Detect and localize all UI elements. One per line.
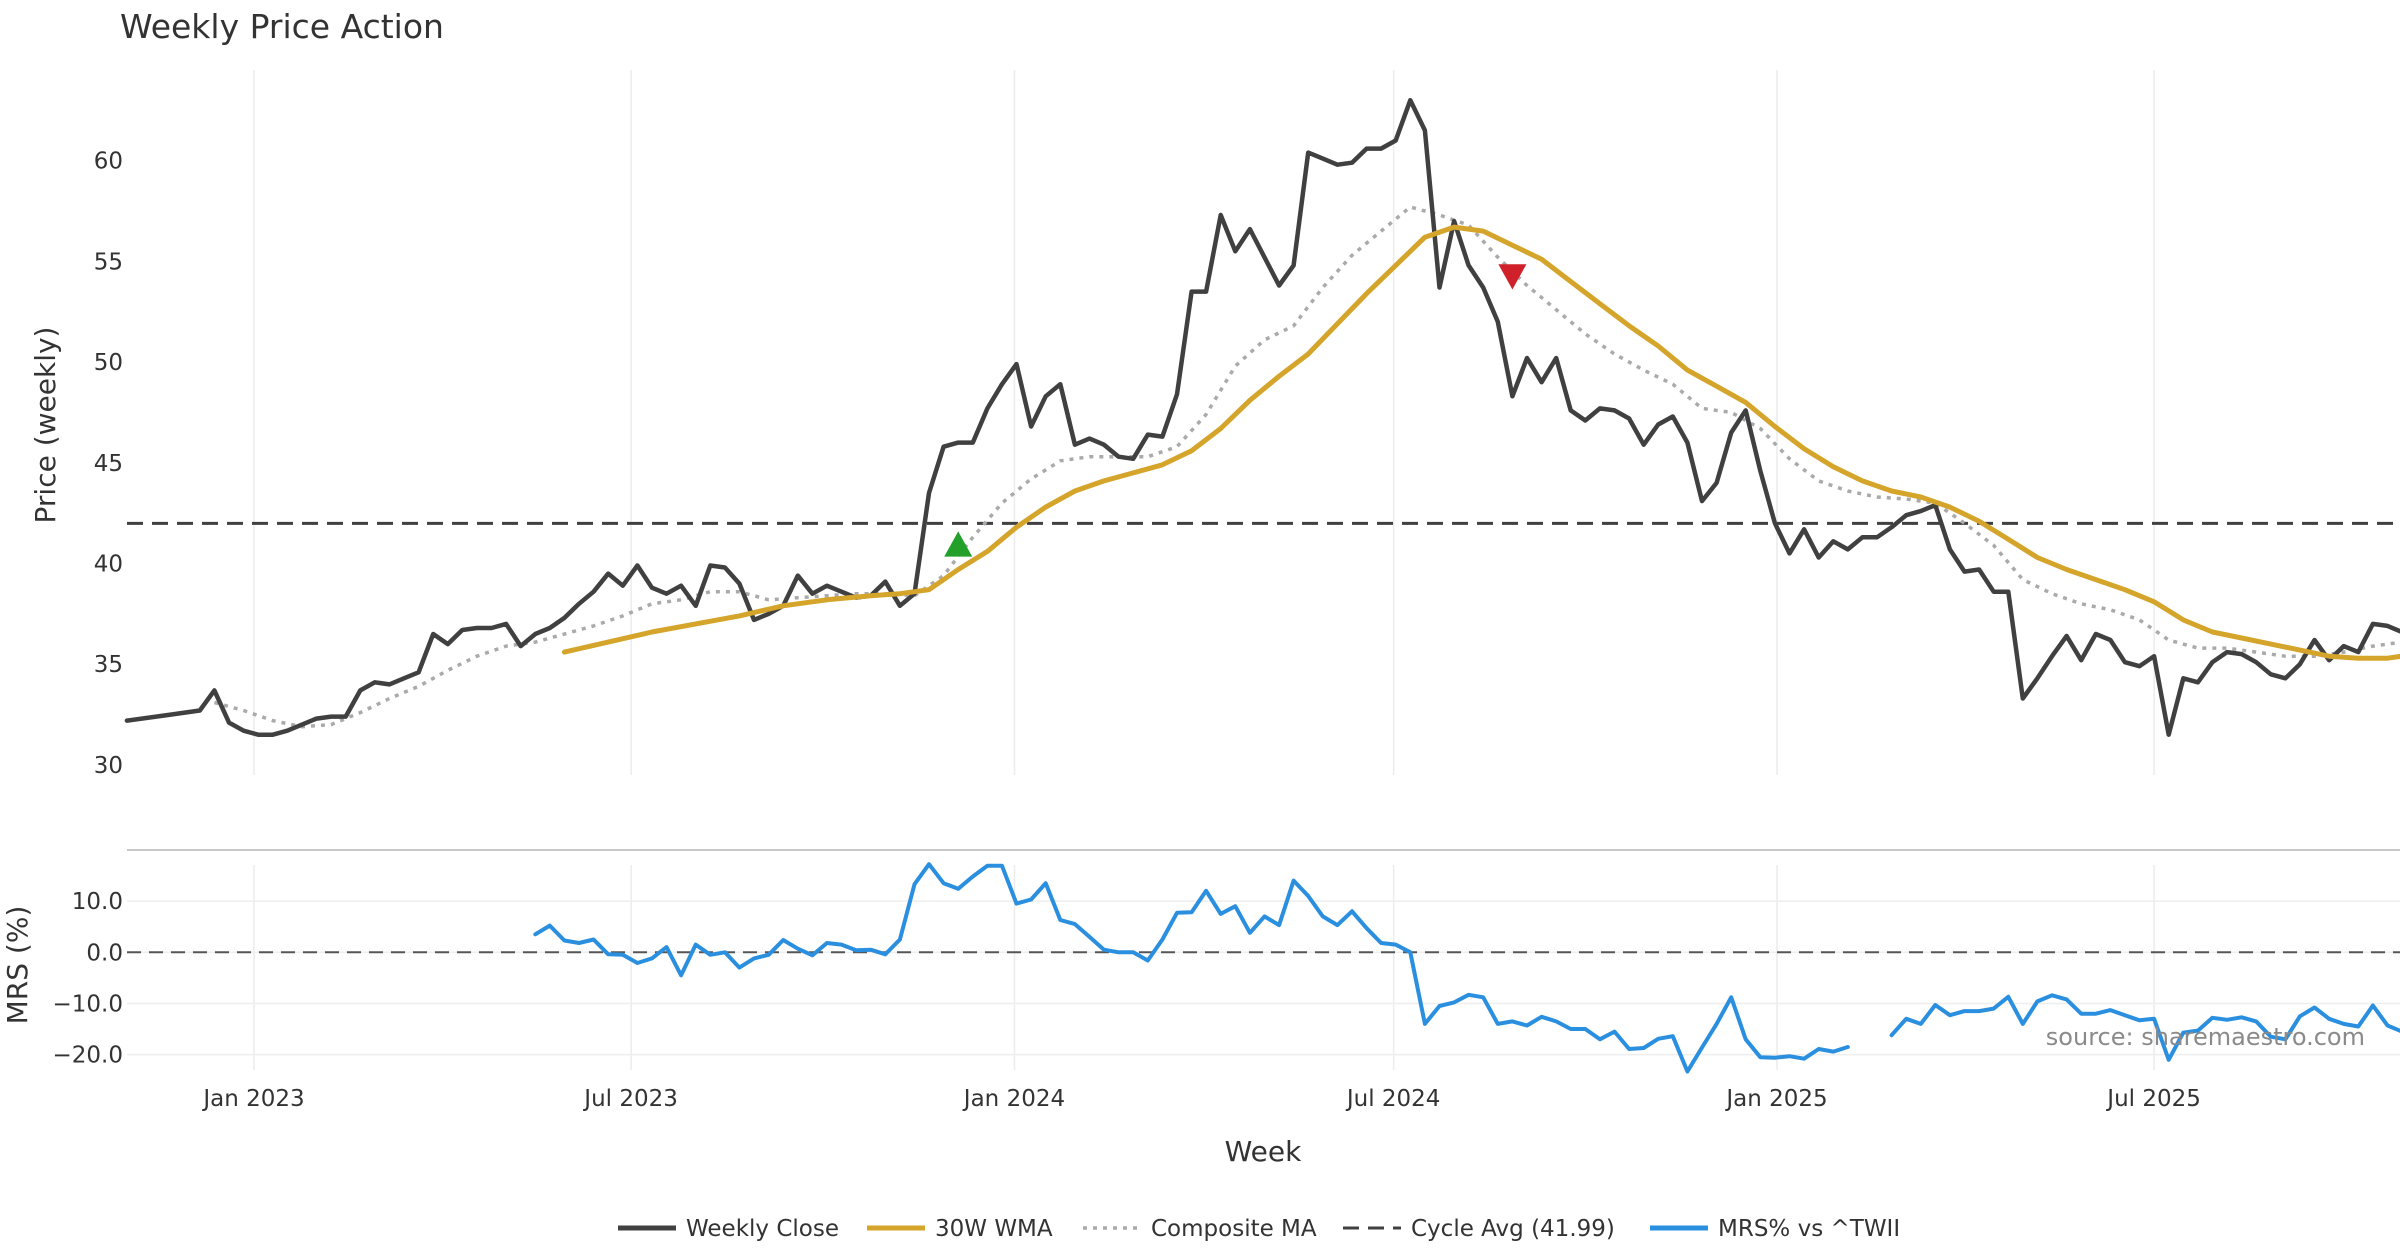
price-y-tick-0: 30 [94, 753, 123, 779]
price-y-tick-3: 45 [94, 451, 123, 477]
x-tick-label-2: Jan 2024 [962, 1086, 1065, 1112]
price-y-axis-title: Price (weekly) [29, 327, 62, 524]
mrs-y-tick-1: 0.0 [86, 940, 123, 966]
signal-markers [944, 264, 1527, 557]
x-tick-label-3: Jul 2024 [1345, 1086, 1441, 1112]
price-y-tick-2: 40 [94, 552, 123, 578]
chart-title: Weekly Price Action [120, 7, 444, 46]
mrs-y-axis-title: MRS (%) [1, 906, 34, 1025]
source-note: source: sharemaestro.com [2046, 1023, 2365, 1051]
x-tick-label-4: Jan 2025 [1724, 1086, 1827, 1112]
mrs-line-segment-0 [533, 862, 1850, 1074]
price-y-tick-1: 35 [94, 652, 123, 678]
mrs-line-segment-1 [1889, 993, 2400, 1062]
price-y-tick-4: 50 [94, 350, 123, 376]
wma-30w-line [561, 224, 2400, 661]
legend-label-1: 30W WMA [935, 1216, 1053, 1242]
x-axis-title: Week [1225, 1135, 1302, 1168]
mrs-y-tick-2: −10.0 [53, 991, 123, 1017]
legend-label-2: Composite MA [1151, 1216, 1317, 1242]
composite-ma-line [213, 205, 2400, 729]
price-y-tick-6: 60 [94, 149, 123, 175]
mrs-y-tick-0: 10.0 [72, 889, 123, 915]
price-y-tick-5: 55 [94, 249, 123, 275]
sell-signal-marker [1498, 264, 1527, 290]
x-tick-label-1: Jul 2023 [582, 1086, 678, 1112]
mrs-y-tick-3: −20.0 [53, 1043, 123, 1069]
legend-label-3: Cycle Avg (41.99) [1411, 1216, 1615, 1242]
legend-label-4: MRS% vs ^TWII [1718, 1216, 1900, 1242]
reference-lines [127, 521, 2400, 954]
x-tick-label-0: Jan 2023 [201, 1086, 304, 1112]
buy-signal-marker [944, 531, 973, 557]
legend-label-0: Weekly Close [686, 1216, 839, 1242]
weekly-close-line [124, 97, 2400, 737]
axis-layer: Jan 2023 Jul 2023 Jan 2024 Jul 2024 Jan 2025… [53, 149, 2201, 1112]
x-tick-label-5: Jul 2025 [2105, 1086, 2201, 1112]
series-layer [124, 97, 2400, 1074]
legend: Weekly Close 30W WMA Composite MA Cycle Avg… [618, 1216, 1900, 1242]
